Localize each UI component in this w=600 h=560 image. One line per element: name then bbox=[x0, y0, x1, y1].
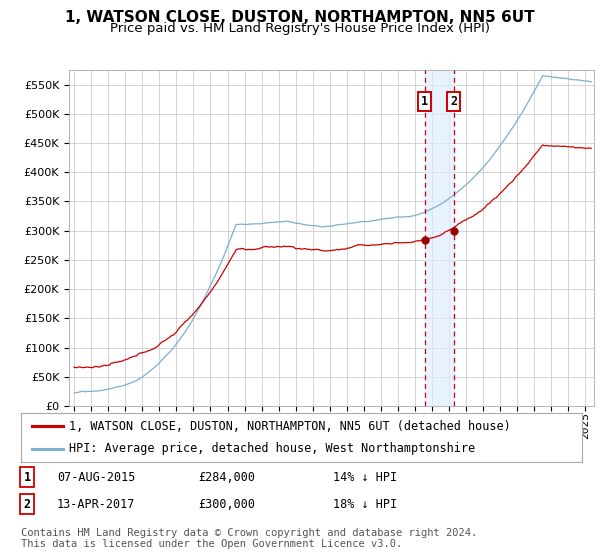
Text: 1, WATSON CLOSE, DUSTON, NORTHAMPTON, NN5 6UT (detached house): 1, WATSON CLOSE, DUSTON, NORTHAMPTON, NN… bbox=[68, 419, 511, 432]
Bar bbox=[425, 70, 454, 406]
Text: 14% ↓ HPI: 14% ↓ HPI bbox=[333, 470, 397, 484]
Text: 07-AUG-2015: 07-AUG-2015 bbox=[57, 470, 136, 484]
Text: 13-APR-2017: 13-APR-2017 bbox=[57, 497, 136, 511]
Text: £284,000: £284,000 bbox=[198, 470, 255, 484]
Text: 2: 2 bbox=[23, 497, 31, 511]
Text: 2: 2 bbox=[451, 95, 457, 109]
Text: 18% ↓ HPI: 18% ↓ HPI bbox=[333, 497, 397, 511]
Text: Contains HM Land Registry data © Crown copyright and database right 2024.
This d: Contains HM Land Registry data © Crown c… bbox=[21, 528, 477, 549]
Text: 1, WATSON CLOSE, DUSTON, NORTHAMPTON, NN5 6UT: 1, WATSON CLOSE, DUSTON, NORTHAMPTON, NN… bbox=[65, 10, 535, 25]
Text: HPI: Average price, detached house, West Northamptonshire: HPI: Average price, detached house, West… bbox=[68, 442, 475, 455]
Text: 1: 1 bbox=[421, 95, 428, 109]
Text: Price paid vs. HM Land Registry's House Price Index (HPI): Price paid vs. HM Land Registry's House … bbox=[110, 22, 490, 35]
Text: £300,000: £300,000 bbox=[198, 497, 255, 511]
Text: 1: 1 bbox=[23, 470, 31, 484]
